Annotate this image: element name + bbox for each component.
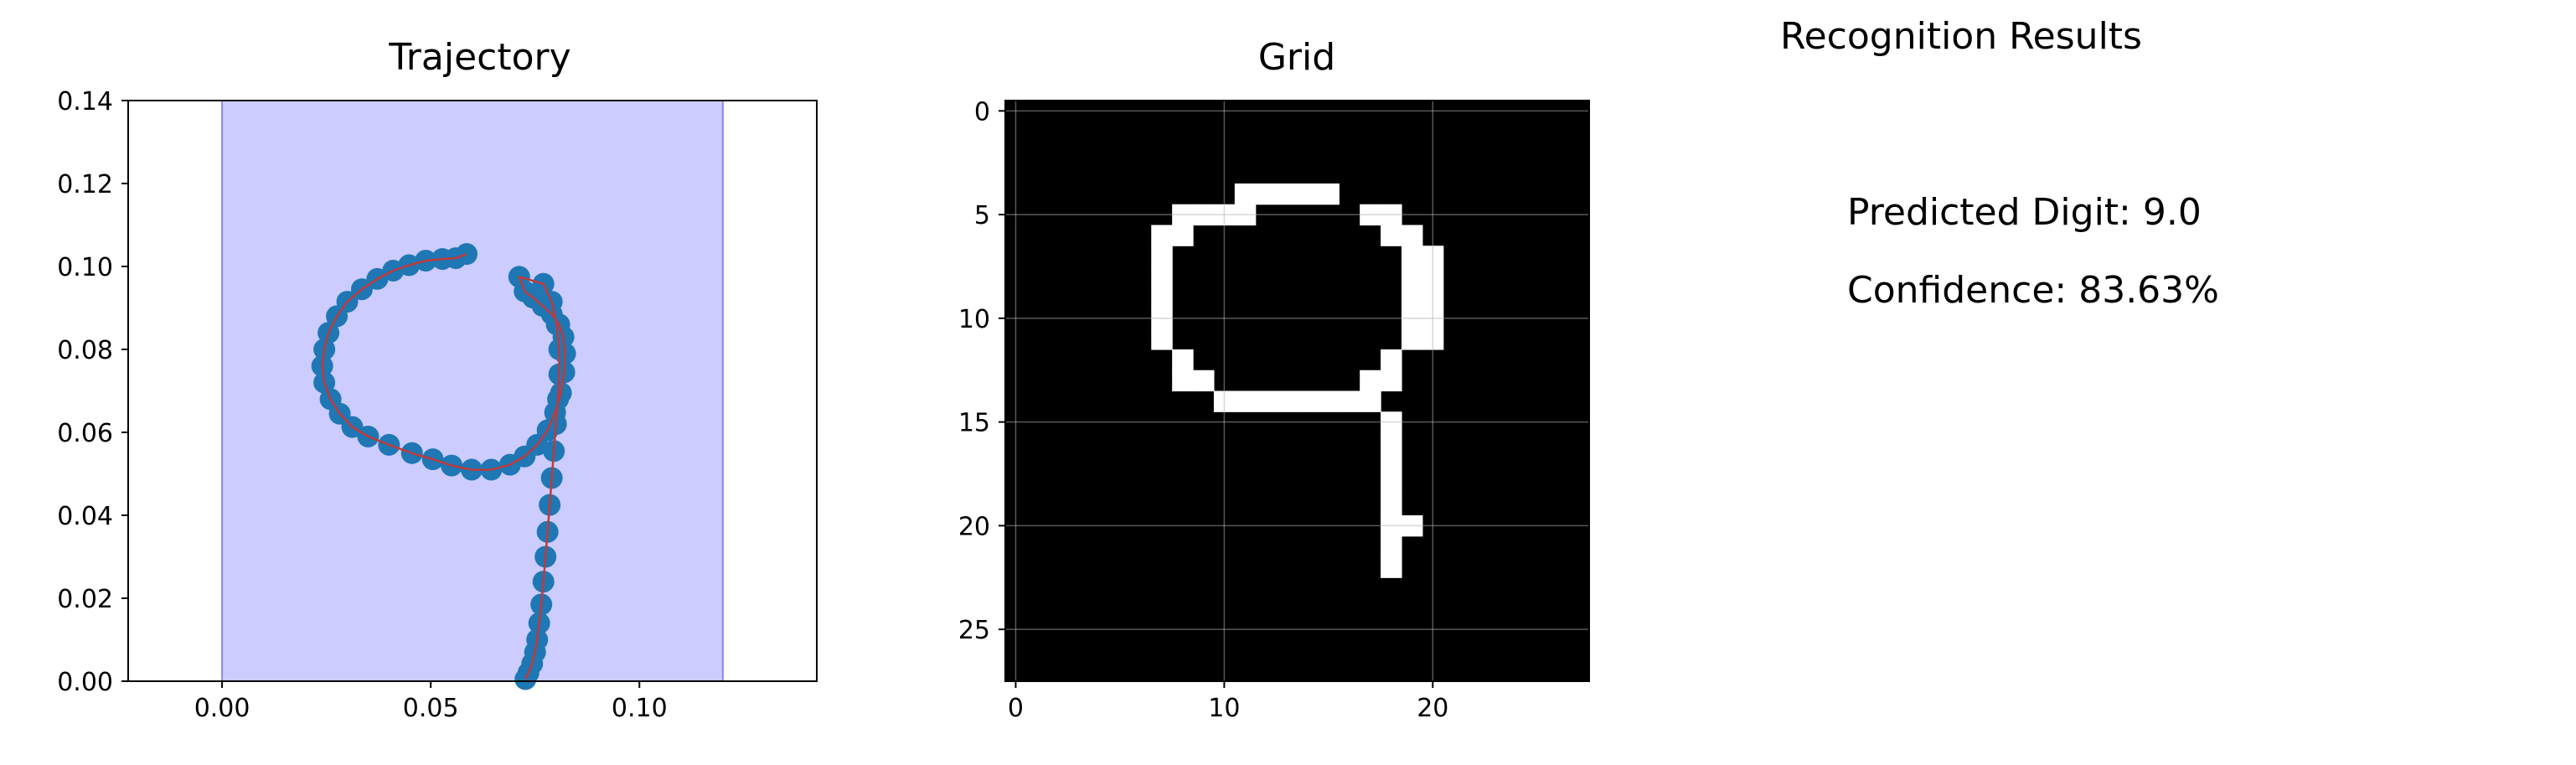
- grid-cell: [1172, 349, 1194, 371]
- grid-cell: [1151, 328, 1173, 350]
- grid-cell: [1318, 183, 1340, 205]
- confidence-text: Confidence: 83.63%: [1847, 269, 2219, 312]
- x-tick-label: 0.00: [194, 694, 250, 723]
- grid-cell: [1381, 494, 1402, 516]
- grid-cell: [1401, 225, 1423, 246]
- grid-cell: [1151, 287, 1173, 309]
- y-tick-label: 0.04: [57, 502, 113, 531]
- y-tick-label: 0.08: [57, 336, 113, 365]
- grid-cell: [1172, 370, 1194, 392]
- predicted-digit-text: Predicted Digit: 9.0: [1847, 191, 2202, 234]
- y-tick-label: 0.02: [57, 585, 113, 614]
- grid-cell: [1381, 452, 1402, 475]
- grid-cell: [1255, 390, 1278, 412]
- grid-cell: [1234, 390, 1257, 412]
- grid-cell: [1297, 390, 1319, 412]
- y-tick-label: 5: [974, 201, 990, 230]
- trajectory-plot-area: [127, 100, 818, 690]
- grid-cell: [1172, 225, 1194, 246]
- y-tick-label: 0.06: [57, 419, 113, 448]
- grid-cell: [1339, 390, 1360, 412]
- grid-cell: [1401, 266, 1423, 288]
- grid-cell: [1255, 183, 1278, 205]
- grid-cell: [1318, 390, 1340, 412]
- grid-cell: [1401, 328, 1423, 350]
- grid-cell: [1381, 225, 1402, 246]
- y-tick-label: 0.12: [57, 170, 113, 199]
- y-tick-label: 20: [958, 512, 990, 541]
- grid-cell: [1276, 390, 1298, 412]
- grid-cell: [1401, 287, 1423, 309]
- trajectory-y-ticks: 0.00 0.02 0.04 0.06 0.08 0.10 0.12 0.14: [57, 87, 128, 697]
- grid-cell: [1360, 390, 1381, 412]
- grid-cell: [1276, 183, 1298, 205]
- grid-cell: [1381, 432, 1402, 454]
- shaded-region: [221, 100, 724, 682]
- grid-cell: [1151, 225, 1173, 246]
- grid-lines: [1005, 101, 1589, 681]
- grid-cell: [1151, 246, 1173, 267]
- x-tick-label: 10: [1208, 694, 1240, 723]
- grid-cell: [1401, 246, 1423, 267]
- y-tick-label: 0: [974, 97, 990, 127]
- grid-cell: [1381, 535, 1402, 558]
- x-tick-label: 0.10: [612, 694, 668, 723]
- x-tick-label: 0.05: [403, 694, 459, 723]
- grid-cell: [1381, 473, 1402, 495]
- grid-title: Grid: [1258, 36, 1335, 79]
- grid-cell: [1297, 183, 1319, 205]
- grid-x-ticks: 0 10 20: [1008, 681, 1448, 723]
- y-tick-label: 0.14: [57, 87, 113, 116]
- y-tick-label: 25: [958, 616, 990, 645]
- y-tick-label: 10: [958, 305, 990, 334]
- results-title: Recognition Results: [1780, 15, 2142, 58]
- grid-cell: [1381, 556, 1402, 578]
- grid-frame: [1004, 100, 1590, 682]
- x-tick-label: 20: [1417, 694, 1448, 723]
- grid-cell: [1193, 370, 1215, 392]
- trajectory-title: Trajectory: [388, 36, 570, 79]
- y-tick-label: 15: [958, 409, 990, 438]
- grid-cell: [1360, 370, 1381, 392]
- y-tick-label: 0.10: [57, 253, 113, 282]
- trajectory-line: [321, 253, 566, 680]
- trajectory-frame: [127, 100, 818, 682]
- grid-cell: [1234, 183, 1257, 205]
- grid-y-ticks: 0 5 10 15 20 25: [958, 97, 1005, 645]
- x-tick-label: 0: [1008, 694, 1024, 723]
- trajectory-point: [514, 668, 537, 690]
- y-tick-label: 0.00: [57, 668, 113, 697]
- trajectory-x-ticks: 0.00 0.05 0.10: [194, 681, 668, 723]
- grid-cell: [1151, 266, 1173, 288]
- trajectory-chart: Trajectory 0.00 0.05 0.10 0.00 0.02 0.04 0.06…: [57, 36, 818, 723]
- grid-cell: [1381, 370, 1402, 392]
- grid-chart: Grid 0 10 20 0 5 10 15 20 25: [958, 36, 1590, 723]
- grid-cell: [1381, 349, 1402, 371]
